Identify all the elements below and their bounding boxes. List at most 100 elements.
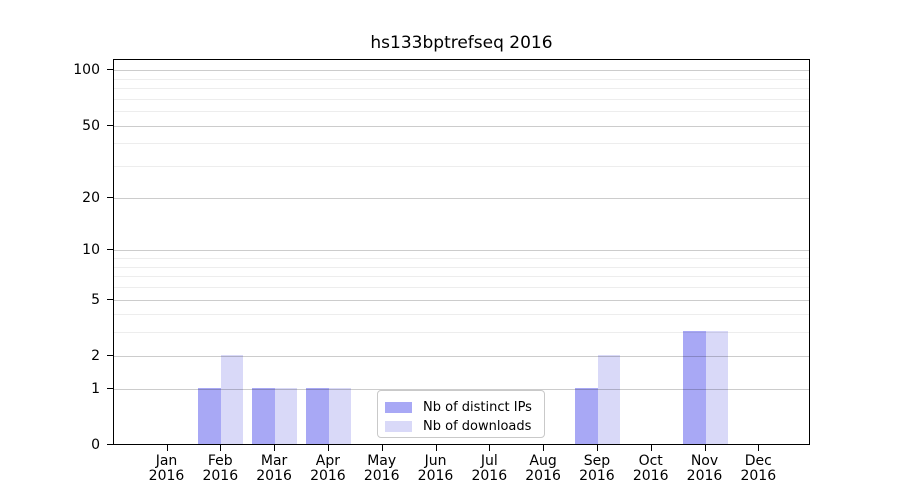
minor-gridline [114, 88, 809, 90]
x-tick-year: 2016 [310, 468, 346, 484]
minor-gridline [114, 111, 809, 113]
y-axis-tick [107, 69, 113, 71]
bar-feb-distinct-ips [198, 387, 222, 444]
x-axis-tick [543, 445, 545, 451]
legend: Nb of distinct IPs Nb of downloads [377, 390, 545, 438]
x-tick-month: Apr [315, 453, 340, 469]
y-tick-label: 100 [73, 62, 100, 79]
bar-apr-downloads [328, 387, 351, 444]
minor-gridline [114, 98, 809, 100]
bar-apr-distinct-ips [305, 387, 329, 444]
plot-area [113, 59, 810, 445]
x-tick-label: Jul 2016 [449, 454, 529, 484]
x-axis-tick [650, 445, 652, 451]
minor-gridline [114, 287, 809, 288]
x-axis-tick [596, 445, 598, 451]
x-axis-tick [435, 445, 437, 451]
minor-gridline [114, 276, 809, 278]
y-axis-tick [107, 124, 113, 126]
x-tick-month: Sep [583, 453, 611, 469]
x-axis-tick [166, 445, 168, 451]
x-tick-year: 2016 [740, 468, 777, 484]
x-tick-month: Aug [529, 453, 557, 469]
bar-mar-downloads [275, 387, 298, 444]
bar-feb-downloads [221, 354, 244, 444]
minor-gridline [114, 314, 809, 316]
x-tick-label: Sep 2016 [557, 454, 637, 484]
bar-nov-downloads [705, 331, 728, 444]
major-gridline [114, 70, 809, 72]
minor-gridline [114, 143, 809, 145]
legend-label-downloads: Nb of downloads [423, 419, 532, 434]
minor-gridline [114, 166, 809, 168]
x-axis-tick [704, 445, 706, 451]
x-axis-tick [327, 445, 329, 451]
x-tick-label: Mar 2016 [234, 454, 314, 484]
y-tick-label: 10 [82, 242, 100, 259]
x-tick-year: 2016 [471, 468, 508, 484]
x-tick-year: 2016 [363, 468, 400, 484]
x-tick-label: Jan 2016 [127, 454, 207, 484]
bar-sep-distinct-ips [574, 387, 598, 444]
x-tick-label: Feb 2016 [180, 454, 260, 484]
x-tick-year: 2016 [686, 468, 723, 484]
legend-item-distinct-ips: Nb of distinct IPs [378, 398, 544, 417]
x-tick-year: 2016 [632, 468, 669, 484]
x-tick-month: Jun [424, 453, 447, 469]
x-tick-month: May [367, 453, 397, 469]
x-tick-label: Nov 2016 [665, 454, 745, 484]
x-axis-tick [274, 445, 276, 451]
major-gridline [114, 197, 809, 199]
x-tick-label: Dec 2016 [718, 454, 798, 484]
y-tick-label: 0 [91, 437, 100, 453]
x-tick-month: Nov [690, 453, 719, 469]
legend-item-downloads: Nb of downloads [378, 417, 544, 436]
chart-title: hs133bptrefseq 2016 [370, 33, 553, 53]
x-tick-year: 2016 [525, 468, 561, 484]
x-tick-year: 2016 [579, 468, 615, 484]
legend-swatch-downloads-icon [385, 421, 412, 432]
x-tick-year: 2016 [148, 468, 185, 484]
y-axis-tick [107, 444, 113, 445]
y-axis-tick [107, 354, 113, 356]
x-tick-year: 2016 [256, 468, 292, 484]
y-axis-tick [107, 196, 113, 198]
y-tick-label: 1 [91, 380, 100, 397]
legend-label-distinct-ips: Nb of distinct IPs [423, 400, 532, 415]
minor-gridline [114, 258, 809, 260]
x-tick-month: Dec [744, 453, 772, 469]
y-axis-tick [107, 298, 113, 300]
x-tick-month: Oct [638, 453, 663, 469]
y-tick-label: 5 [91, 291, 100, 308]
x-axis-tick [381, 445, 383, 451]
x-tick-month: Feb [207, 453, 233, 469]
major-gridline [114, 299, 809, 301]
x-tick-year: 2016 [417, 468, 454, 484]
x-tick-label: Oct 2016 [611, 454, 691, 484]
x-tick-label: May 2016 [342, 454, 422, 484]
y-tick-label: 50 [82, 117, 100, 134]
bar-mar-distinct-ips [252, 387, 276, 444]
x-tick-label: Aug 2016 [503, 454, 583, 484]
minor-gridline [114, 266, 809, 268]
y-axis-tick [107, 387, 113, 389]
y-tick-label: 20 [82, 189, 100, 206]
x-axis-tick [220, 445, 222, 451]
y-tick-label: 2 [91, 347, 100, 364]
major-gridline [114, 125, 809, 127]
x-tick-label: Apr 2016 [288, 454, 368, 484]
x-tick-label: Jun 2016 [396, 454, 476, 484]
major-gridline [114, 250, 809, 252]
x-axis-tick [489, 445, 491, 451]
x-axis-tick [758, 445, 760, 451]
legend-swatch-distinct-ips-icon [385, 402, 412, 413]
x-tick-month: Mar [260, 453, 288, 469]
bar-sep-downloads [597, 354, 620, 444]
x-tick-month: Jul [480, 453, 498, 469]
x-tick-year: 2016 [202, 468, 239, 484]
x-tick-month: Jan [155, 453, 178, 469]
minor-gridline [114, 78, 809, 80]
bar-nov-distinct-ips [682, 331, 706, 444]
y-axis-tick [107, 249, 113, 251]
